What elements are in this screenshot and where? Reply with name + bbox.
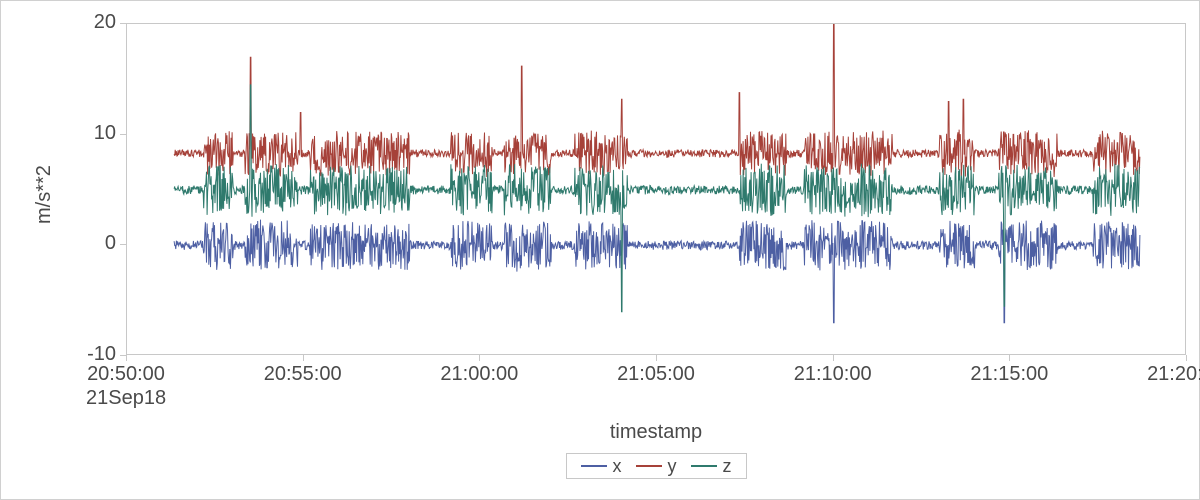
legend-swatch <box>581 465 607 467</box>
legend-label: z <box>723 456 732 477</box>
y-tick-mark <box>120 244 126 245</box>
x-tick-mark <box>1009 355 1010 361</box>
chart-container: -1001020 20:50:0020:55:0021:00:0021:05:0… <box>0 0 1200 500</box>
y-tick-label: 10 <box>94 122 116 145</box>
x-tick-label: 20:55:00 <box>263 363 343 386</box>
x-tick-mark <box>833 355 834 361</box>
x-tick-label: 20:50:00 <box>86 363 166 386</box>
plot-area <box>126 23 1186 355</box>
series-x <box>174 220 1140 323</box>
legend-label: x <box>613 456 622 477</box>
y-tick-label: 0 <box>105 232 116 255</box>
y-tick-mark <box>120 23 126 24</box>
legend-swatch <box>636 465 662 467</box>
series-y <box>174 24 1140 177</box>
x-tick-mark <box>656 355 657 361</box>
x-tick-label: 21:05:00 <box>616 363 696 386</box>
series-z <box>174 85 1140 312</box>
x-tick-label: 21:10:00 <box>793 363 873 386</box>
x-tick-label: 21:00:00 <box>439 363 519 386</box>
x-tick-mark <box>479 355 480 361</box>
x-tick-label: 21:15:00 <box>969 363 1049 386</box>
x-tick-mark <box>1186 355 1187 361</box>
y-tick-mark <box>120 134 126 135</box>
x-tick-mark <box>303 355 304 361</box>
x-tick-mark <box>126 355 127 361</box>
y-tick-label: 20 <box>94 11 116 34</box>
legend-label: y <box>668 456 677 477</box>
x-tick-label: 21:20:00 <box>1146 363 1200 386</box>
y-axis-label: m/s**2 <box>33 165 56 224</box>
series-svg <box>127 24 1187 356</box>
legend-item-x: x <box>581 456 622 477</box>
legend-item-y: y <box>636 456 677 477</box>
legend: x y z <box>566 453 747 479</box>
date-label: 21Sep18 <box>86 387 166 410</box>
x-axis-label: timestamp <box>556 421 756 444</box>
legend-item-z: z <box>691 456 732 477</box>
legend-swatch <box>691 465 717 467</box>
